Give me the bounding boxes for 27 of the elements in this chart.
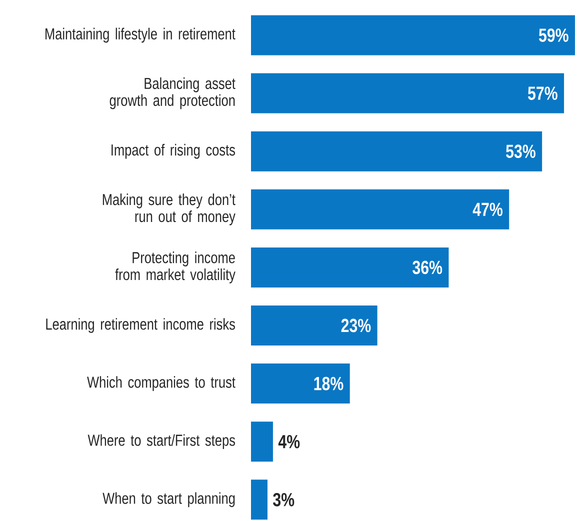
data-label: 3% <box>273 492 294 506</box>
bar <box>251 247 449 288</box>
bar <box>251 189 510 230</box>
y-tick-label: Where to start/First steps <box>88 434 236 450</box>
bar <box>251 15 576 56</box>
y-tick-label: Learning retirement income risks <box>46 318 235 333</box>
y-tick-label: Impact of rising costs <box>112 144 236 159</box>
data-label: 59% <box>538 28 568 42</box>
data-label: 53% <box>506 144 536 158</box>
bar <box>251 131 542 172</box>
y-tick-label: Making sure they don’t run out of money <box>102 193 236 226</box>
y-tick-label: Maintaining lifestyle in retirement <box>46 28 236 43</box>
bar <box>251 422 273 462</box>
y-tick-label: Protecting income from market volatility <box>115 252 236 284</box>
bar <box>251 480 268 520</box>
y-tick-label: When to start planning <box>102 492 235 508</box>
data-label: 47% <box>472 202 502 216</box>
bar <box>251 306 378 346</box>
data-label: 4% <box>278 434 300 448</box>
y-tick-label: Which companies to trust <box>87 376 236 391</box>
bar <box>251 73 564 114</box>
y-tick-label: Balancing asset growth and protection <box>110 77 236 110</box>
data-label: 18% <box>314 376 344 390</box>
data-label: 57% <box>528 86 558 100</box>
data-label: 23% <box>341 318 371 332</box>
bar <box>251 364 350 404</box>
data-label: 36% <box>412 260 442 274</box>
